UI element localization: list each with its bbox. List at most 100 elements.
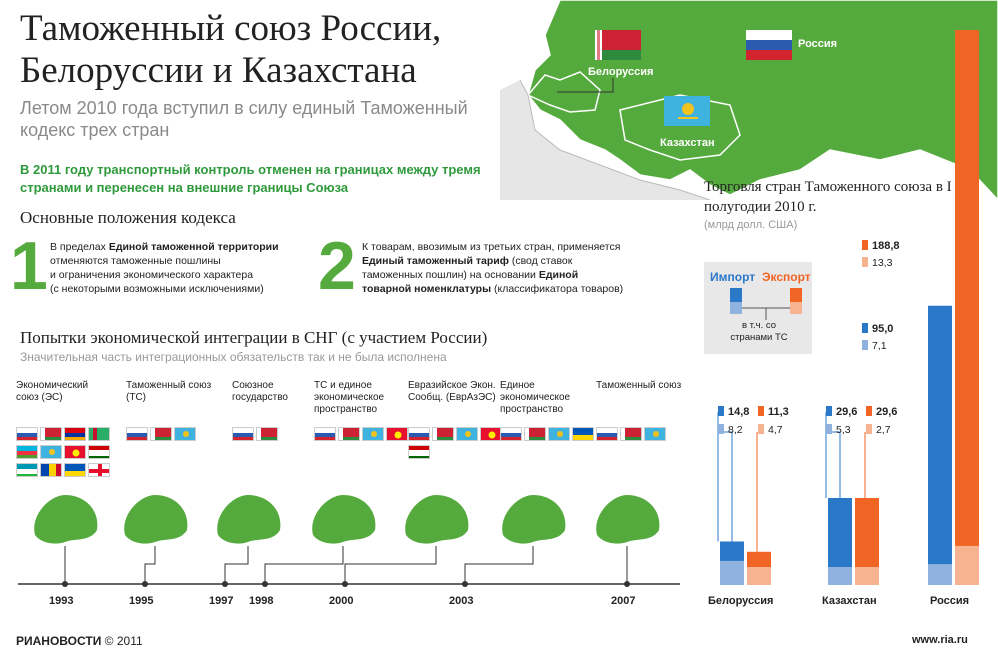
flag-by-icon bbox=[432, 427, 454, 441]
stage-label: Таможенный союз (ТС) bbox=[126, 380, 212, 403]
country-label: Россия bbox=[930, 595, 970, 607]
title-line-1: Таможенный союз России, bbox=[20, 8, 442, 49]
ria-logo: РИАНОВОСТИ © 2011 bbox=[16, 634, 143, 648]
timeline-dot bbox=[222, 581, 228, 587]
import-value: 29,6 bbox=[826, 406, 857, 418]
belarus-flag-icon bbox=[595, 30, 641, 60]
stage-map-blob bbox=[312, 495, 376, 544]
legend-import-ts-swatch bbox=[730, 302, 742, 314]
value-marker bbox=[866, 424, 872, 434]
import-value: 95,0 bbox=[862, 323, 893, 335]
value-marker bbox=[718, 406, 724, 416]
import-ts-value: 7,1 bbox=[862, 340, 887, 352]
flag-by-icon bbox=[40, 427, 62, 441]
point-number-2: 2 bbox=[318, 228, 356, 304]
value-marker bbox=[826, 424, 832, 434]
timeline-connector bbox=[224, 546, 249, 584]
timeline-dot bbox=[262, 581, 268, 587]
flag-ge-icon bbox=[88, 463, 110, 477]
footer-url[interactable]: www.ria.ru bbox=[912, 634, 968, 646]
timeline-year: 2003 bbox=[449, 595, 474, 607]
value-marker bbox=[862, 240, 868, 250]
flag-tj-icon bbox=[88, 445, 110, 459]
value-marker bbox=[826, 406, 832, 416]
country-label: Казахстан bbox=[822, 595, 877, 607]
stage-map-blob bbox=[34, 495, 98, 544]
customs-union-map bbox=[500, 0, 998, 200]
export-value: 29,6 bbox=[866, 406, 897, 418]
stage-label: Союзное государство bbox=[232, 380, 288, 403]
import-ts-value: 5,3 bbox=[826, 424, 851, 436]
timeline-dot bbox=[624, 581, 630, 587]
flag-tm-icon bbox=[88, 427, 110, 441]
stage-map-blob bbox=[405, 495, 469, 544]
russia-flag-icon bbox=[746, 30, 792, 60]
stage-label: Экономический союз (ЭС) bbox=[16, 380, 89, 403]
timeline-year: 2007 bbox=[611, 595, 636, 607]
flag-by-icon bbox=[338, 427, 360, 441]
import-ts-bar bbox=[828, 567, 852, 585]
timeline-connector bbox=[344, 546, 437, 584]
integration-title: Попытки экономической интеграции в СНГ (… bbox=[20, 328, 488, 347]
flag-kz-icon bbox=[362, 427, 384, 441]
export-ts-value: 13,3 bbox=[862, 257, 892, 269]
timeline-connector bbox=[464, 546, 534, 584]
code-section-title: Основные положения кодекса bbox=[20, 208, 236, 227]
stage-label: ТС и единое экономическое пространство bbox=[314, 380, 385, 415]
legend-export-label: Экспорт bbox=[762, 270, 811, 284]
flag-ua-icon bbox=[64, 463, 86, 477]
value-marker bbox=[758, 424, 764, 434]
page-title: Таможенный союз России, Белоруссии и Каз… bbox=[20, 8, 540, 92]
export-ts-bar bbox=[955, 545, 979, 585]
flag-by-icon bbox=[256, 427, 278, 441]
flag-az-icon bbox=[16, 445, 38, 459]
legend-bracket bbox=[742, 307, 790, 320]
timeline-dot bbox=[342, 581, 348, 587]
timeline-connector bbox=[144, 546, 156, 584]
point-text-2: К товарам, ввозимым из третьих стран, пр… bbox=[362, 241, 624, 295]
map-pointer-belarus bbox=[557, 78, 614, 93]
timeline-dot bbox=[462, 581, 468, 587]
leader-line bbox=[718, 431, 733, 542]
flag-ru-icon bbox=[16, 427, 38, 441]
timeline bbox=[18, 495, 680, 587]
import-bar bbox=[928, 305, 952, 585]
flag-kz-icon bbox=[456, 427, 478, 441]
leader-line bbox=[826, 431, 841, 498]
flag-by-icon bbox=[620, 427, 642, 441]
stage-label: Таможенный союз bbox=[596, 380, 682, 391]
timeline-year: 1993 bbox=[49, 595, 74, 607]
flag-ru-icon bbox=[596, 427, 618, 441]
stage-map-blob bbox=[217, 495, 281, 544]
import-value: 14,8 bbox=[718, 406, 749, 418]
export-ts-bar bbox=[747, 567, 771, 585]
flag-kz-icon bbox=[40, 445, 62, 459]
stage-label: Единое экономическое пространство bbox=[500, 380, 571, 415]
export-ts-value: 4,7 bbox=[758, 424, 783, 436]
flag-by-icon bbox=[524, 427, 546, 441]
stage-map-blob bbox=[124, 495, 188, 544]
flag-kg-icon bbox=[480, 427, 502, 441]
legend-note: в т.ч. со странами ТС bbox=[730, 320, 788, 343]
flag-ru-icon bbox=[232, 427, 254, 441]
import-ts-bar bbox=[928, 564, 952, 585]
trade-chart bbox=[717, 30, 979, 585]
trade-legend: Импорт Экспорт в т.ч. со странами ТС bbox=[704, 262, 812, 354]
flag-kg-icon bbox=[64, 445, 86, 459]
flag-md-icon bbox=[40, 463, 62, 477]
export-value: 188,8 bbox=[862, 240, 900, 252]
map-label-kazakhstan: Казахстан bbox=[660, 137, 715, 149]
point-number-1: 1 bbox=[10, 228, 48, 304]
legend-import-label: Импорт bbox=[710, 270, 756, 284]
flag-ru-icon bbox=[500, 427, 522, 441]
value-marker bbox=[758, 406, 764, 416]
flag-tj-icon bbox=[408, 445, 430, 459]
copyright: © 2011 bbox=[104, 634, 143, 648]
kazakhstan-flag-icon bbox=[664, 96, 710, 126]
point-text-1: В пределах Единой таможенной территории … bbox=[50, 241, 279, 295]
stage-map-blob bbox=[596, 495, 660, 544]
timeline-year: 1998 bbox=[249, 595, 274, 607]
stage-label: Евразийское Экон. Сообщ. (ЕврАзЭС) bbox=[408, 380, 496, 403]
timeline-dot bbox=[62, 581, 68, 587]
value-marker bbox=[862, 340, 868, 350]
